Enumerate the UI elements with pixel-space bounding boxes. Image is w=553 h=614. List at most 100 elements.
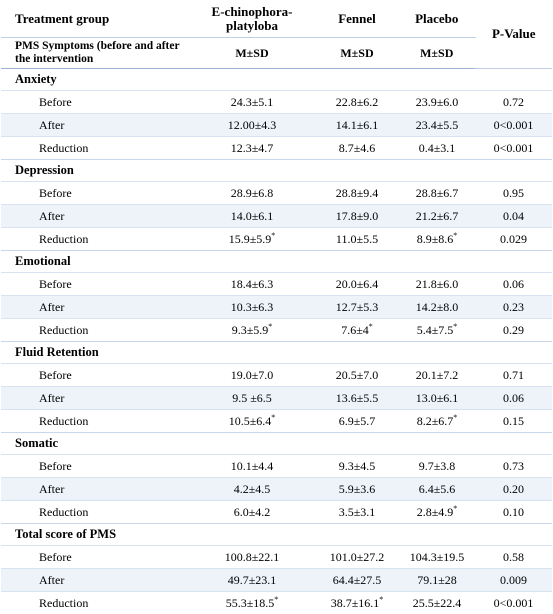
significance-star: * — [453, 504, 457, 513]
p-value-text: 0.009 — [500, 573, 527, 587]
echinophora-value-text: 9.5 ±6.5 — [232, 391, 272, 405]
echinophora-value-text: 100.8±22.1 — [225, 550, 280, 564]
placebo-value-text: 14.2±8.0 — [416, 300, 459, 314]
echinophora-value: 9.3±5.9* — [189, 319, 315, 342]
fennel-value-text: 8.7±4.6 — [339, 141, 376, 155]
placebo-value: 0.4±3.1 — [399, 137, 475, 160]
fennel-value-text: 64.4±27.5 — [333, 573, 382, 587]
p-value-text: 0.29 — [503, 323, 524, 337]
echinophora-value-text: 18.4±6.3 — [231, 277, 274, 291]
row-label-text: Before — [39, 277, 72, 291]
placebo-value-text: 0.4±3.1 — [419, 141, 456, 155]
fennel-value: 3.5±3.1 — [315, 501, 399, 524]
fennel-value-text: 9.3±4.5 — [339, 459, 376, 473]
placebo-value-text: 23.9±6.0 — [416, 95, 459, 109]
echinophora-value-text: 9.3±5.9 — [232, 323, 269, 337]
fennel-value-text: 14.1±6.1 — [336, 118, 379, 132]
significance-star: * — [271, 231, 275, 240]
row-label-text: After — [39, 300, 64, 314]
p-value: 0.73 — [475, 455, 552, 478]
echinophora-value: 9.5 ±6.5 — [189, 387, 315, 410]
echinophora-value-text: 10.3±6.3 — [231, 300, 274, 314]
echinophora-value-text: 10.1±4.4 — [231, 459, 274, 473]
section-title: Fluid Retention — [1, 342, 552, 364]
row-label: After — [1, 569, 189, 592]
echinophora-value-text: 4.2±4.5 — [234, 482, 271, 496]
echinophora-value-text: 14.0±6.1 — [231, 209, 274, 223]
fennel-value-text: 13.6±5.5 — [336, 391, 379, 405]
placebo-value: 2.8±4.9* — [399, 501, 475, 524]
placebo-value: 9.7±3.8 — [399, 455, 475, 478]
echinophora-value: 15.9±5.9* — [189, 228, 315, 251]
fennel-value-text: 5.9±3.6 — [339, 482, 376, 496]
placebo-value-text: 6.4±5.6 — [419, 482, 456, 496]
p-value: 0.10 — [475, 501, 552, 524]
row-label: Before — [1, 273, 189, 296]
fennel-value-text: 20.0±6.4 — [336, 277, 379, 291]
p-value: 0.009 — [475, 569, 552, 592]
echinophora-value: 19.0±7.0 — [189, 364, 315, 387]
placebo-value: 25.5±22.4 — [399, 592, 475, 614]
placebo-value: 6.4±5.6 — [399, 478, 475, 501]
row-label-text: After — [39, 482, 64, 496]
placebo-value-text: 13.0±6.1 — [416, 391, 459, 405]
row-label: Before — [1, 91, 189, 114]
p-value: 0.23 — [475, 296, 552, 319]
p-value-text: 0.20 — [503, 482, 524, 496]
p-value-text: 0.06 — [503, 391, 524, 405]
p-value-text: 0.04 — [503, 209, 524, 223]
placebo-value: 8.2±6.7* — [399, 410, 475, 433]
fennel-value-text: 22.8±6.2 — [336, 95, 379, 109]
p-value: 0<0.001 — [475, 114, 552, 137]
placebo-value: 104.3±19.5 — [399, 546, 475, 569]
fennel-value: 22.8±6.2 — [315, 91, 399, 114]
fennel-value-text: 3.5±3.1 — [339, 505, 376, 519]
placebo-value: 21.2±6.7 — [399, 205, 475, 228]
fennel-value: 20.5±7.0 — [315, 364, 399, 387]
fennel-value-text: 6.9±5.7 — [339, 414, 376, 428]
p-value-text: 0.73 — [503, 459, 524, 473]
placebo-value-text: 9.7±3.8 — [419, 459, 456, 473]
row-label: Before — [1, 364, 189, 387]
group-header-placebo: Placebo — [399, 0, 475, 38]
table-row: After 4.2±4.5 5.9±3.6 6.4±5.6 0.20 — [1, 478, 552, 501]
fennel-value-text: 17.8±9.0 — [336, 209, 379, 223]
fennel-value: 9.3±4.5 — [315, 455, 399, 478]
stat-header-echinophora: M±SD — [189, 38, 315, 69]
echinophora-value: 14.0±6.1 — [189, 205, 315, 228]
fennel-value: 101.0±27.2 — [315, 546, 399, 569]
placebo-value: 8.9±8.6* — [399, 228, 475, 251]
p-value-text: 0.06 — [503, 277, 524, 291]
placebo-value-text: 20.1±7.2 — [416, 368, 459, 382]
fennel-value-text: 11.0±5.5 — [336, 232, 378, 246]
significance-star: * — [369, 322, 373, 331]
placebo-value: 23.4±5.5 — [399, 114, 475, 137]
placebo-value-text: 21.2±6.7 — [416, 209, 459, 223]
p-value: 0.29 — [475, 319, 552, 342]
p-value: 0.029 — [475, 228, 552, 251]
significance-star: * — [274, 595, 278, 604]
row-label: Reduction — [1, 410, 189, 433]
p-value-text: 0.58 — [503, 550, 524, 564]
row-label-text: After — [39, 209, 64, 223]
placebo-value-text: 28.8±6.7 — [416, 186, 459, 200]
echinophora-value-text: 12.00±4.3 — [228, 118, 277, 132]
echinophora-value-text: 12.3±4.7 — [231, 141, 274, 155]
row-label-text: Before — [39, 368, 72, 382]
fennel-value: 8.7±4.6 — [315, 137, 399, 160]
echinophora-value-text: 19.0±7.0 — [231, 368, 274, 382]
section-header-row: Somatic — [1, 433, 552, 455]
significance-star: * — [453, 231, 457, 240]
row-label: Before — [1, 182, 189, 205]
p-value-header: P-Value — [475, 0, 552, 69]
